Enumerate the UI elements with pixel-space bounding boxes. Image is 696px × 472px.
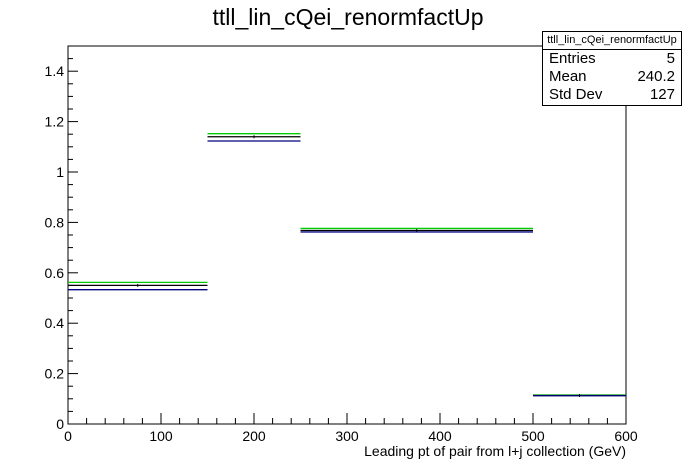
x-tick-label: 100: [149, 428, 173, 444]
stats-entries-label: Entries: [549, 50, 596, 67]
x-tick-label: 500: [521, 428, 545, 444]
stats-stddev-label: Std Dev: [549, 86, 603, 103]
y-tick-label: 0: [56, 416, 64, 432]
x-tick-label: 400: [428, 428, 452, 444]
x-tick-label: 0: [64, 428, 72, 444]
y-tick-label: 0.8: [45, 214, 65, 230]
x-tick-label: 600: [614, 428, 638, 444]
stats-stddev-value: 127: [649, 86, 675, 103]
x-axis-label: Leading pt of pair from l+j collection (…: [364, 443, 626, 459]
stats-stddev-row: Std Dev 127: [543, 86, 681, 104]
chart-title: ttll_lin_cQei_renormfactUp: [212, 4, 484, 30]
x-tick-label: 200: [242, 428, 266, 444]
y-tick-label: 0.4: [45, 315, 65, 331]
y-tick-label: 1.4: [45, 63, 65, 79]
stats-mean-label: Mean: [549, 68, 587, 85]
stats-entries-row: Entries 5: [543, 50, 681, 68]
x-tick-label: 300: [335, 428, 359, 444]
y-tick-label: 1: [56, 164, 64, 180]
y-tick-label: 0.2: [45, 366, 65, 382]
y-tick-label: 1.2: [45, 114, 65, 130]
stats-box-title: ttll_lin_cQei_renormfactUp: [543, 32, 681, 50]
stats-box: ttll_lin_cQei_renormfactUp Entries 5 Mea…: [542, 31, 682, 106]
y-tick-label: 0.6: [45, 265, 65, 281]
stats-mean-row: Mean 240.2: [543, 68, 681, 86]
stats-entries-value: 5: [666, 50, 675, 67]
stats-mean-value: 240.2: [637, 68, 675, 85]
